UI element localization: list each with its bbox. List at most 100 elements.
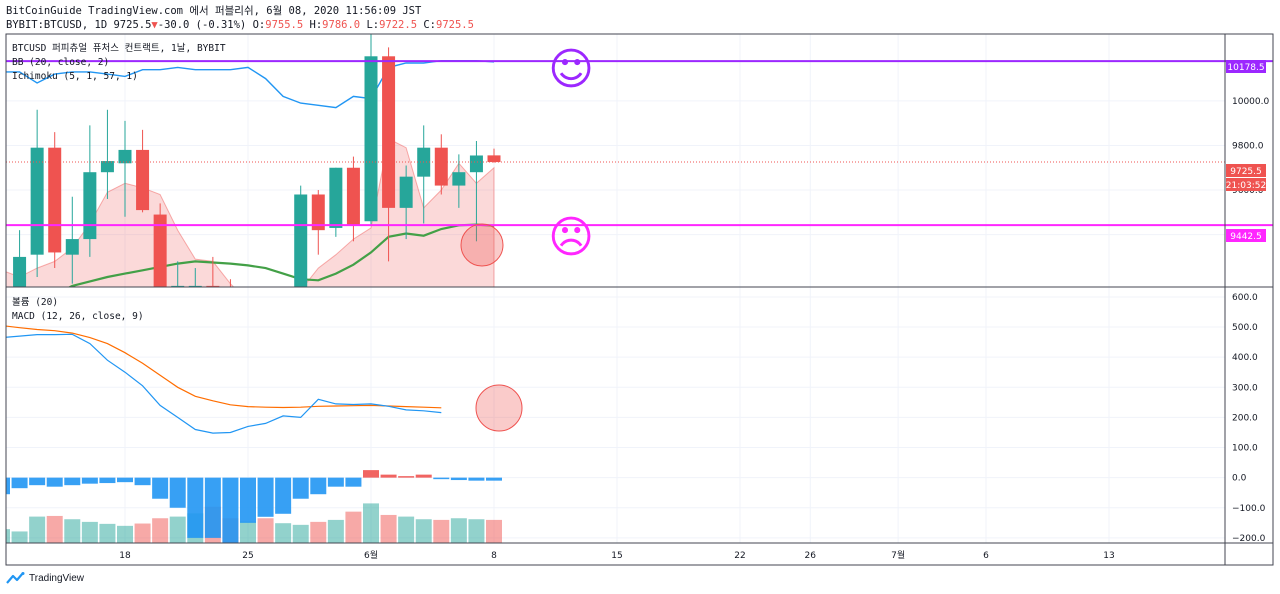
histogram-bar bbox=[64, 477, 81, 486]
macd-tick-label: −200.0 bbox=[1232, 534, 1266, 544]
volume-bar bbox=[134, 523, 151, 543]
macd-tick-label: 200.0 bbox=[1232, 413, 1258, 423]
volume-bar bbox=[64, 519, 81, 543]
histogram-bar bbox=[29, 477, 46, 486]
candle-body bbox=[224, 306, 237, 357]
tradingview-logo-icon bbox=[6, 572, 25, 584]
histogram-bar bbox=[398, 476, 415, 478]
candle-body bbox=[136, 149, 150, 211]
time-tick-label: 18 bbox=[119, 551, 131, 561]
volume-bar bbox=[240, 521, 256, 543]
resistance-label-bg bbox=[1226, 60, 1266, 73]
signal-line bbox=[6, 325, 442, 409]
price-tick-label: 10000.0 bbox=[1232, 97, 1269, 107]
time-tick-label: 25 bbox=[242, 551, 253, 561]
low-label: L: bbox=[366, 19, 380, 31]
time-tick-label: 6월 bbox=[364, 549, 378, 561]
resistance-label: 10178.5 bbox=[1227, 63, 1264, 73]
volume-bar bbox=[310, 521, 327, 543]
candle-body bbox=[346, 167, 360, 226]
histogram-bar bbox=[468, 477, 485, 481]
volume-bar bbox=[486, 519, 502, 543]
histogram-bar bbox=[152, 477, 169, 499]
histogram-bar bbox=[433, 477, 450, 480]
candle-body bbox=[100, 161, 114, 173]
countdown-label: 21:03:52 bbox=[1226, 181, 1266, 191]
frowny-icon: ☹ bbox=[548, 212, 594, 263]
candle-body bbox=[206, 285, 220, 287]
volume-bar bbox=[345, 511, 362, 543]
volume-bar bbox=[380, 514, 397, 543]
volume-bar bbox=[415, 519, 432, 543]
histogram-bar bbox=[380, 474, 397, 478]
candle-body bbox=[65, 239, 79, 255]
histogram-bar bbox=[222, 477, 239, 543]
histogram-bar bbox=[486, 477, 502, 481]
volume-bar bbox=[169, 516, 186, 543]
macd-line bbox=[6, 333, 442, 434]
macd-legend: MACD (12, 26, close, 9) bbox=[12, 311, 144, 322]
countdown-label-bg bbox=[1226, 178, 1266, 191]
macd-tick-label: 300.0 bbox=[1232, 383, 1258, 393]
candle-body bbox=[382, 56, 396, 208]
histogram-bar bbox=[415, 474, 432, 478]
time-tick-label: 6 bbox=[983, 551, 989, 561]
candle-body bbox=[364, 56, 378, 222]
tradingview-footer[interactable]: TradingView bbox=[6, 572, 84, 584]
histogram-bar bbox=[99, 477, 116, 484]
support-label-bg bbox=[1226, 229, 1266, 242]
candle-body bbox=[277, 324, 290, 360]
volume-bar bbox=[81, 521, 98, 543]
horizontal-levels[interactable] bbox=[6, 60, 1273, 227]
histogram-bar bbox=[345, 477, 362, 487]
low-value: 9722.5 bbox=[379, 19, 418, 31]
histogram-bar bbox=[327, 477, 344, 487]
histogram-bar bbox=[240, 477, 256, 523]
volume-legend: 볼륨 (20) bbox=[12, 297, 58, 308]
time-tick-label: 8 bbox=[491, 551, 497, 561]
volume-bar bbox=[152, 518, 169, 543]
outer-frame bbox=[5, 33, 1274, 566]
price-labels: 10178.5 9442.5 9725.5 21:03:52 bbox=[1226, 60, 1266, 242]
volume-bar bbox=[29, 516, 46, 543]
macd-tick-label: −100.0 bbox=[1232, 504, 1266, 514]
price-tick-label: 9800.0 bbox=[1232, 141, 1264, 151]
indicator-lines bbox=[6, 60, 495, 287]
candle-body bbox=[118, 149, 132, 164]
tradingview-brand: TradingView bbox=[29, 572, 85, 584]
symbol-label: BYBIT:BTCUSD, 1D bbox=[6, 19, 108, 31]
histogram-bar bbox=[363, 470, 379, 478]
histogram-bar bbox=[187, 477, 204, 538]
histogram-bar bbox=[169, 477, 186, 508]
volume-bar bbox=[46, 515, 63, 543]
time-tick-label: 22 bbox=[734, 551, 745, 561]
last-price-label: 9725.5 bbox=[1230, 167, 1262, 177]
candle-body bbox=[188, 285, 202, 287]
candle-body bbox=[13, 256, 27, 287]
grid-lines bbox=[6, 34, 1225, 543]
close-label: C: bbox=[423, 19, 437, 31]
volume-bar bbox=[363, 503, 379, 543]
volume-bar bbox=[275, 523, 292, 543]
down-arrow-icon: ▼ bbox=[151, 19, 158, 31]
ichimoku-line bbox=[67, 223, 495, 287]
histogram-bar bbox=[204, 477, 221, 538]
high-value: 9786.0 bbox=[322, 19, 361, 31]
last-price-label-bg bbox=[1226, 164, 1266, 177]
ohlc-bar: BYBIT:BTCUSD, 1D 9725.5▼-30.0 (-0.31%) O… bbox=[6, 19, 474, 32]
histogram-bar bbox=[134, 477, 151, 486]
histogram-bar bbox=[46, 477, 63, 487]
bb-upper-line bbox=[6, 60, 495, 109]
volume-bar bbox=[450, 518, 467, 543]
candle-body bbox=[83, 172, 97, 240]
volume-bar bbox=[468, 519, 485, 543]
candle-body bbox=[399, 176, 413, 208]
macd-highlight-circle bbox=[475, 384, 523, 432]
open-label: O: bbox=[252, 19, 266, 31]
volume-bar bbox=[433, 519, 450, 543]
macd-lines bbox=[6, 325, 442, 434]
histogram-bar bbox=[275, 477, 292, 514]
chart-frame bbox=[5, 33, 1274, 566]
histogram-bar bbox=[310, 477, 327, 495]
